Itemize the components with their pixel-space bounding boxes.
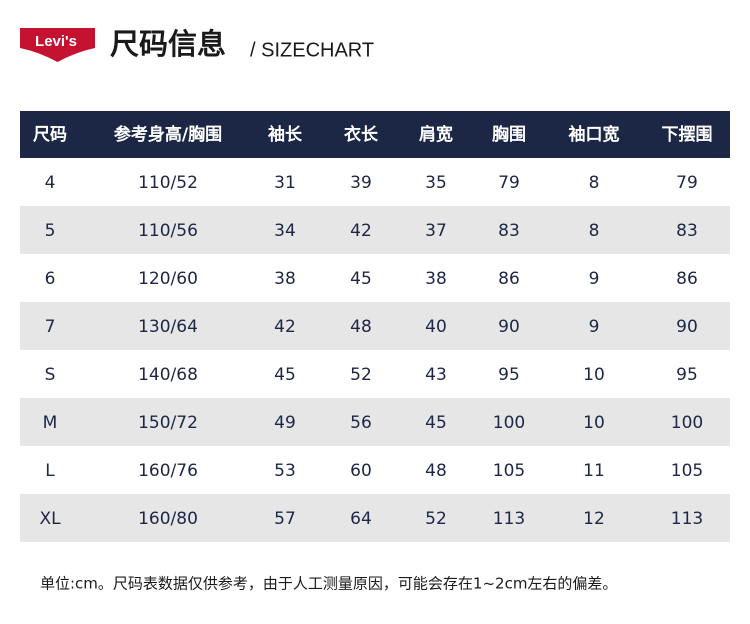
table-cell: 57 [274,509,296,529]
column-header: 袖长 [268,124,303,145]
table-cell: 43 [425,365,447,385]
row-background [20,494,730,542]
table-cell: 52 [350,365,372,385]
title: 尺码信息 [110,27,226,61]
table-cell: 83 [676,221,698,241]
table-cell: 48 [350,317,372,337]
footer-note: 单位:cm。尺码表数据仅供参考，由于人工测量原因，可能会存在1~2cm左右的偏差… [40,575,617,593]
column-header: 袖口宽 [569,124,620,145]
table-cell: 100 [493,413,525,433]
table-cell: 86 [498,269,520,289]
table-cell: 45 [425,413,447,433]
row-background [20,302,730,350]
table-cell: 140/68 [138,365,198,385]
table-cell: 105 [671,461,703,481]
table-cell: 95 [498,365,520,385]
column-header: 衣长 [344,124,379,145]
table-cell: 53 [274,461,296,481]
table-cell: 12 [583,509,605,529]
table-cell: 4 [45,173,56,193]
table-cell: 37 [425,221,447,241]
row-background [20,398,730,446]
table-cell: 8 [589,221,600,241]
logo: Levi's [20,28,95,62]
table-cell: 113 [671,509,703,529]
table-cell: 79 [498,173,520,193]
table-cell: 5 [45,221,56,241]
table-cell: 120/60 [138,269,198,289]
table-cell: 31 [274,173,296,193]
table-cell: 52 [425,509,447,529]
table-cell: XL [39,509,61,529]
table-cell: 6 [45,269,56,289]
table-cell: 100 [671,413,703,433]
column-header: 胸围 [492,124,526,145]
table-cell: 45 [274,365,296,385]
table-cell: 113 [493,509,525,529]
logo-text: Levi's [35,33,77,50]
table-cell: 10 [583,413,605,433]
table-cell: 105 [493,461,525,481]
table-cell: 90 [676,317,698,337]
table-cell: 9 [589,317,600,337]
table-cell: 60 [350,461,372,481]
table-cell: 110/52 [138,173,198,193]
column-header: 尺码 [33,125,67,145]
table-cell: 130/64 [138,317,198,337]
table-cell: L [45,461,55,481]
table-cell: 56 [350,413,372,433]
table-header [20,111,730,158]
table-cell: 8 [589,173,600,193]
table-cell: 160/80 [138,509,198,529]
table-cell: 110/56 [138,221,198,241]
column-header: 参考身高/胸围 [114,124,222,145]
column-header: 下摆围 [662,124,713,145]
column-header: 肩宽 [419,124,453,145]
table-cell: 39 [350,173,372,193]
table-cell: 42 [274,317,296,337]
table-cell: 35 [425,173,447,193]
logo-badge [20,28,95,62]
table-cell: S [45,365,56,385]
table-cell: 83 [498,221,520,241]
table-cell: 42 [350,221,372,241]
table-cell: 86 [676,269,698,289]
table-cell: 150/72 [138,413,198,433]
table-cell: 90 [498,317,520,337]
table-cell: 95 [676,365,698,385]
table-cell: 64 [350,509,372,529]
subtitle: / SIZECHART [250,39,374,61]
table-cell: 40 [425,317,447,337]
table-cell: 49 [274,413,296,433]
table-cell: 38 [274,269,296,289]
table-cell: 7 [45,317,56,337]
table-cell: 79 [676,173,698,193]
table-cell: 45 [350,269,372,289]
table-cell: 160/76 [138,461,198,481]
table-cell: 11 [583,461,605,481]
table-cell: 48 [425,461,447,481]
table-cell: 34 [274,221,296,241]
table-cell: 10 [583,365,605,385]
table-cell: 38 [425,269,447,289]
table-cell: M [43,413,58,433]
row-background [20,206,730,254]
table-cell: 9 [589,269,600,289]
